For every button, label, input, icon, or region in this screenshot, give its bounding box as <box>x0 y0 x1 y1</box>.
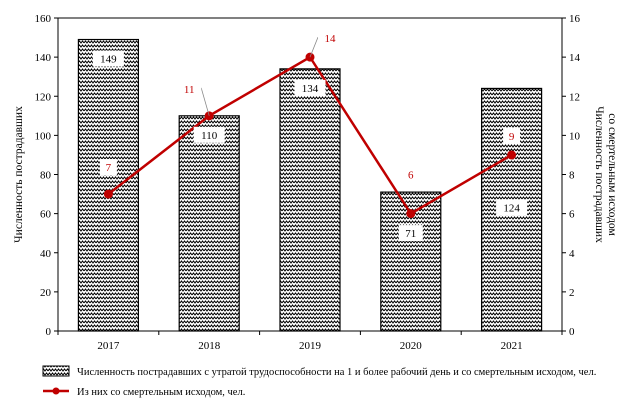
left-axis-tick-label: 160 <box>35 13 52 25</box>
right-axis-tick-label: 8 <box>569 170 575 182</box>
line-data-label: 14 <box>325 33 337 45</box>
line-data-label: 6 <box>408 170 414 182</box>
bar-label-bg <box>92 50 124 67</box>
bar-label-bg <box>496 199 528 216</box>
bar <box>77 38 140 332</box>
left-axis-tick-label: 120 <box>35 91 52 103</box>
legend-bar-label: Численность пострадавших с утратой трудо… <box>77 367 596 378</box>
bar <box>178 115 240 332</box>
line-data-label: 11 <box>184 84 195 96</box>
left-axis-tick-label: 100 <box>35 130 52 142</box>
bar-label-bg <box>294 79 326 96</box>
line-data-label: 9 <box>509 131 515 143</box>
bar-data-label: 110 <box>201 130 218 142</box>
legend-layer: Численность пострадавших с утратой трудо… <box>42 365 596 398</box>
x-axis-tick-label: 2020 <box>400 340 423 352</box>
left-axis-tick-label: 0 <box>46 326 52 338</box>
x-axis-tick-label: 2017 <box>97 340 120 352</box>
right-axis-tick-label: 4 <box>569 248 575 260</box>
line-data-label: 7 <box>106 162 112 174</box>
y2-axis-title-line2: со смертельным исходом <box>606 113 618 236</box>
bar-data-label: 149 <box>100 54 117 66</box>
right-axis-tick-label: 6 <box>569 209 575 221</box>
axes-layer: 0 20 40 60 80 100 120 140 160 0 2 4 6 8 10 12 14 16 2017 20… <box>13 13 618 352</box>
line-point <box>103 189 113 199</box>
bars-layer <box>77 38 543 332</box>
bar-label-bg <box>398 225 423 242</box>
labels-layer: 149 110 134 71 124 7 11 14 6 9 <box>92 30 528 242</box>
line-label-bg <box>99 159 117 176</box>
x-axis-tick-label: 2018 <box>198 340 221 352</box>
bar-data-label: 71 <box>405 228 416 240</box>
x-axis-tick-label: 2019 <box>299 340 322 352</box>
line-point <box>507 150 517 160</box>
line-label-bg <box>318 30 342 47</box>
left-axis-tick-label: 80 <box>40 170 52 182</box>
right-axis-tick-label: 10 <box>569 130 581 142</box>
right-axis-tick-label: 16 <box>569 13 581 25</box>
right-axis-tick-label: 12 <box>569 91 580 103</box>
left-axis-tick-label: 20 <box>40 287 52 299</box>
line-label-leader <box>309 36 319 58</box>
y2-axis-title-line1: Численность пострадавших <box>593 106 605 243</box>
left-axis-tick-label: 140 <box>35 52 52 64</box>
line-label-bg <box>503 127 521 144</box>
right-axis-tick-label: 0 <box>569 326 575 338</box>
left-axis-tick-label: 60 <box>40 209 52 221</box>
legend-bar-swatch <box>42 365 70 377</box>
bar <box>279 68 341 332</box>
x-axis-tick-label: 2021 <box>501 340 523 352</box>
line-label-leader <box>200 87 210 116</box>
bar-data-label: 124 <box>503 202 520 214</box>
line-label-bg <box>402 166 420 183</box>
right-axis-tick-label: 2 <box>569 287 575 299</box>
y-axis-title: Численность пострадавших <box>13 106 25 243</box>
legend-line-marker <box>52 387 60 395</box>
line-label-bg <box>177 80 202 97</box>
right-axis-tick-label: 14 <box>569 52 581 64</box>
line-point <box>406 209 416 219</box>
legend-line-label: Из них со смертельным исходом, чел. <box>77 387 245 398</box>
left-axis-tick-label: 40 <box>40 248 52 260</box>
bar-data-label: 134 <box>302 83 319 95</box>
bar-label-bg <box>193 126 225 143</box>
